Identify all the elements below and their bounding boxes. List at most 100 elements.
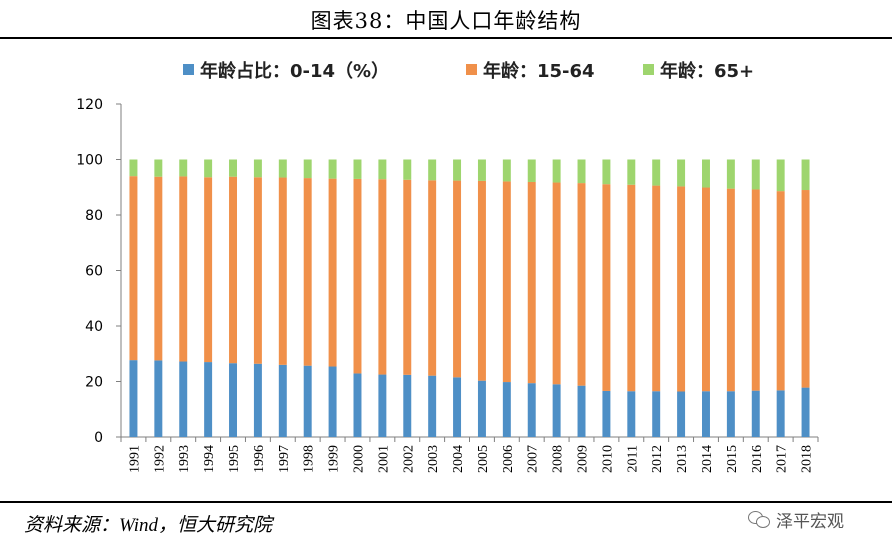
bar-segment-0-14 <box>154 360 163 437</box>
bar-segment-65plus <box>602 159 611 185</box>
legend-label-15-64: 年龄：15-64 <box>483 60 595 82</box>
bar-segment-15-64 <box>328 178 337 367</box>
bar-segment-0-14 <box>801 387 810 437</box>
x-tick-label: 1992 <box>152 445 167 473</box>
source-note: 资料来源：Wind，恒大研究院 <box>24 515 273 536</box>
x-tick-label: 2003 <box>426 445 441 473</box>
x-tick-label: 2012 <box>650 445 665 473</box>
watermark-text: 泽平宏观 <box>776 511 844 532</box>
bar-segment-15-64 <box>627 184 636 392</box>
bar-segment-65plus <box>303 159 312 179</box>
y-tick-label: 60 <box>85 264 103 280</box>
x-tick-label: 2000 <box>351 445 366 473</box>
bar-segment-15-64 <box>453 180 462 378</box>
bar-segment-65plus <box>577 159 586 184</box>
wechat-icon <box>748 510 770 528</box>
bar-segment-15-64 <box>527 181 536 384</box>
bar-segment-0-14 <box>751 390 760 437</box>
bar-segment-0-14 <box>677 391 686 437</box>
legend-label-65plus: 年龄：65+ <box>660 60 754 82</box>
bar-segment-65plus <box>428 159 437 181</box>
bar-segment-65plus <box>229 159 238 177</box>
x-tick-label: 1996 <box>252 445 267 473</box>
bar-segment-0-14 <box>502 382 511 437</box>
bar-segment-0-14 <box>353 373 362 437</box>
legend: 年龄占比：0-14（%） 年龄：15-64 年龄：65+ <box>183 60 754 82</box>
bar-segment-0-14 <box>179 361 188 437</box>
bar-segment-15-64 <box>677 186 686 392</box>
bar-segment-15-64 <box>502 181 511 383</box>
legend-swatch-0-14 <box>183 64 194 75</box>
bar-segment-15-64 <box>776 191 785 391</box>
bar-segment-0-14 <box>303 365 312 437</box>
bar-segment-65plus <box>776 159 785 192</box>
x-tick-label: 2004 <box>451 445 466 473</box>
bar-segment-65plus <box>801 159 810 191</box>
bar-segment-0-14 <box>278 364 287 437</box>
bar-segment-0-14 <box>776 390 785 437</box>
legend-label-0-14: 年龄占比：0-14（%） <box>200 60 389 82</box>
bar-segment-0-14 <box>453 377 462 437</box>
bar-segment-15-64 <box>353 178 362 374</box>
bar-segment-65plus <box>204 159 213 178</box>
x-tick-label: 2002 <box>401 445 416 473</box>
bar-segment-15-64 <box>801 190 810 388</box>
x-tick-label: 1991 <box>127 445 142 473</box>
x-tick-label: 1995 <box>227 445 242 473</box>
legend-swatch-65plus <box>643 64 654 75</box>
bar-segment-65plus <box>378 159 387 180</box>
y-tick-label: 80 <box>85 208 103 224</box>
bar-segment-15-64 <box>253 177 262 364</box>
bar-segment-15-64 <box>577 183 586 386</box>
bar-segment-65plus <box>129 159 138 177</box>
bar-segment-65plus <box>726 159 735 189</box>
bar-segment-15-64 <box>701 187 710 392</box>
bar-segment-0-14 <box>428 375 437 437</box>
axes: 0 20 40 60 80 100 120 1991 1992 1993 1994 1995 1996 1… <box>76 97 819 473</box>
bar-segment-15-64 <box>652 185 661 392</box>
bar-segment-15-64 <box>278 177 287 365</box>
bar-segment-65plus <box>477 159 486 181</box>
bar-segment-65plus <box>652 159 661 186</box>
bar-segment-65plus <box>627 159 636 185</box>
bar-segment-15-64 <box>552 182 561 385</box>
x-tick-label: 1999 <box>327 445 342 473</box>
bar-segment-65plus <box>403 159 412 180</box>
bar-segment-65plus <box>527 159 536 182</box>
bar-segment-65plus <box>552 159 561 183</box>
bar-segment-0-14 <box>253 363 262 437</box>
bar-segment-0-14 <box>652 391 661 437</box>
x-tick-label: 2018 <box>800 445 815 473</box>
x-tick-label: 1997 <box>277 445 292 473</box>
bar-segment-0-14 <box>627 391 636 437</box>
x-tick-label: 2005 <box>476 445 491 473</box>
x-tick-label: 2007 <box>526 445 541 473</box>
bar-segment-15-64 <box>204 177 213 363</box>
bar-segment-0-14 <box>229 363 238 437</box>
bar-segment-0-14 <box>378 374 387 437</box>
bar-segment-15-64 <box>428 180 437 376</box>
x-tick-label: 2010 <box>600 445 615 473</box>
bar-segment-0-14 <box>552 384 561 437</box>
bar-segment-15-64 <box>726 188 735 392</box>
bar-segment-65plus <box>701 159 710 188</box>
y-tick-label: 20 <box>85 375 103 391</box>
bar-segment-15-64 <box>602 184 611 391</box>
bar-segment-15-64 <box>129 176 138 361</box>
bar-segment-15-64 <box>179 176 188 362</box>
x-tick-label: 2009 <box>576 445 591 473</box>
bar-segment-65plus <box>677 159 686 187</box>
x-tick-label: 2006 <box>501 445 516 473</box>
bar-segment-15-64 <box>303 178 312 366</box>
bar-segment-65plus <box>154 159 163 177</box>
bar-segment-15-64 <box>378 179 387 375</box>
bar-segment-65plus <box>328 159 337 179</box>
x-tick-label: 1998 <box>302 445 317 473</box>
bar-segment-15-64 <box>154 176 163 361</box>
bar-segment-0-14 <box>129 360 138 437</box>
stacked-bar-chart: 年龄占比：0-14（%） 年龄：15-64 年龄：65+ 0 20 40 60 80 100 1… <box>76 60 819 473</box>
chart-title: 图表38：中国人口年龄结构 <box>310 9 582 33</box>
bar-segment-0-14 <box>527 383 536 437</box>
bar-segment-0-14 <box>577 385 586 437</box>
bottom-rule <box>0 501 892 503</box>
